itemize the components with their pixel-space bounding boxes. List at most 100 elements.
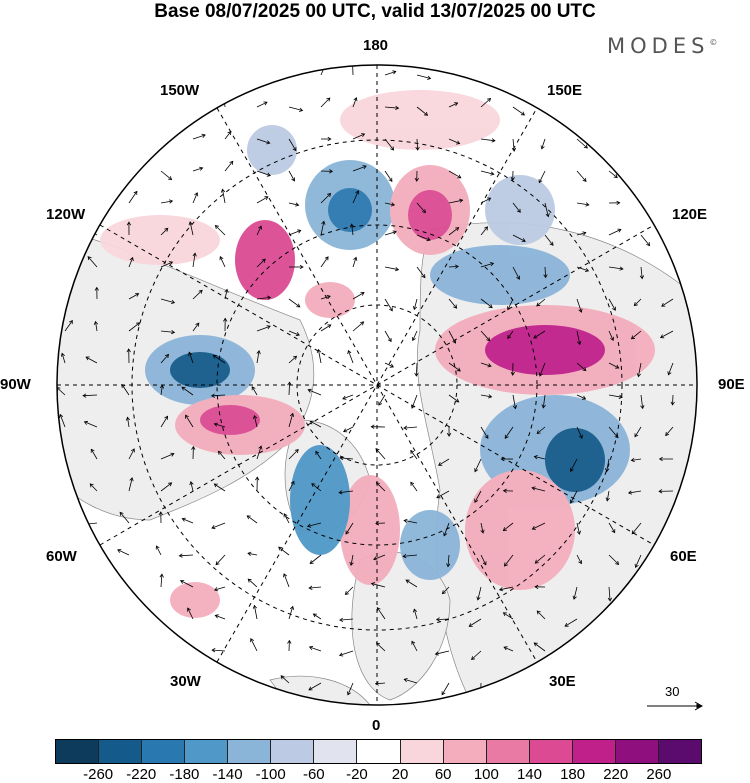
wind-vector-arrow bbox=[576, 138, 588, 149]
colorbar-segment bbox=[357, 740, 401, 763]
wind-vector-arrow bbox=[608, 229, 622, 236]
wind-vector-head bbox=[630, 457, 635, 463]
wind-vector-arrow bbox=[665, 426, 674, 436]
wind-vector-head bbox=[389, 363, 394, 368]
wind-vector-arrow bbox=[384, 71, 396, 76]
anomaly-blob bbox=[170, 582, 220, 618]
wind-vector-arrow bbox=[160, 385, 163, 396]
wind-vector-head bbox=[59, 413, 64, 419]
wind-vector-arrow bbox=[606, 490, 610, 501]
wind-vector-arrow bbox=[340, 457, 354, 460]
wind-vector-head bbox=[582, 177, 587, 182]
wind-vector-head bbox=[543, 274, 548, 279]
wind-vector-head bbox=[312, 613, 317, 618]
wind-vector-arrow bbox=[480, 426, 489, 439]
wind-vector-arrow bbox=[351, 224, 354, 236]
wind-vector-arrow bbox=[576, 232, 586, 236]
lon-label-120w: 120W bbox=[46, 206, 86, 223]
wind-vector-arrow bbox=[315, 451, 322, 460]
colorbar-tick-label: -220 bbox=[126, 766, 157, 783]
wind-vector-head bbox=[355, 190, 360, 195]
wind-vector-head bbox=[168, 176, 173, 181]
wind-vector-arrow bbox=[89, 483, 98, 492]
wind-vector-head bbox=[344, 590, 349, 596]
wind-vector-head bbox=[502, 527, 507, 532]
wind-vector-head bbox=[415, 146, 420, 151]
wind-vector-head bbox=[292, 147, 297, 152]
wind-vector-head bbox=[378, 401, 383, 406]
wind-vector-head bbox=[293, 355, 298, 360]
wind-vector-arrow bbox=[352, 165, 367, 172]
wind-vector-arrow bbox=[661, 298, 674, 307]
wind-vector-head bbox=[299, 264, 304, 270]
wind-vector-arrow bbox=[288, 106, 303, 111]
wind-vector-head bbox=[192, 252, 197, 257]
wind-vector-head bbox=[670, 401, 675, 406]
wind-vector-head bbox=[187, 607, 191, 612]
wind-vector-arrow bbox=[192, 192, 198, 204]
wind-vector-head bbox=[90, 448, 95, 453]
wind-vector-arrow bbox=[436, 618, 450, 620]
wind-vector-head bbox=[308, 645, 314, 650]
wind-vector-head bbox=[223, 317, 228, 322]
wind-vector-head bbox=[339, 617, 344, 623]
wind-vector-head bbox=[287, 639, 292, 644]
wind-vector-arrow bbox=[448, 102, 458, 108]
meridian-30 bbox=[216, 107, 538, 663]
wind-vector-head bbox=[502, 488, 507, 493]
wind-vector-head bbox=[295, 202, 300, 207]
wind-vector-arrow bbox=[219, 256, 226, 268]
wind-vector-head bbox=[564, 622, 569, 627]
wind-vector-head bbox=[309, 560, 314, 564]
wind-vector-head bbox=[264, 196, 269, 201]
wind-vector-head bbox=[93, 320, 99, 325]
wind-vector-head bbox=[538, 372, 543, 377]
wind-vector-arrow bbox=[535, 554, 546, 564]
wind-vector-head bbox=[572, 595, 577, 600]
wind-vector-arrow bbox=[480, 330, 490, 341]
lon-label-120e: 120E bbox=[672, 206, 708, 223]
wind-vector-head bbox=[168, 199, 174, 204]
reference-vector: 30 bbox=[645, 684, 705, 714]
wind-vector-head bbox=[252, 414, 258, 420]
colorbar-segment bbox=[142, 740, 186, 763]
wind-vector-arrow bbox=[247, 578, 258, 588]
wind-vector-head bbox=[578, 560, 582, 565]
wind-vector-head bbox=[297, 229, 302, 234]
wind-vector-arrow bbox=[660, 330, 674, 338]
wind-vector-head bbox=[360, 292, 365, 296]
wind-vector-head bbox=[294, 449, 299, 454]
wind-vector-arrow bbox=[288, 449, 299, 460]
wind-vector-arrow bbox=[640, 394, 644, 409]
brand-text: MODES bbox=[607, 34, 710, 58]
wind-vector-head bbox=[219, 255, 224, 261]
wind-vector-head bbox=[484, 226, 488, 231]
wind-vector-head bbox=[536, 610, 541, 615]
wind-vector-arrow bbox=[634, 298, 642, 306]
wind-vector-head bbox=[455, 398, 460, 403]
colorbar-segment bbox=[443, 740, 487, 763]
wind-vector-arrow bbox=[536, 426, 546, 434]
wind-vector-head bbox=[375, 448, 380, 453]
wind-vector-head bbox=[633, 302, 638, 307]
wind-vector-arrow bbox=[256, 258, 266, 268]
wind-vector-head bbox=[446, 563, 451, 568]
wind-vector-head bbox=[402, 553, 407, 559]
wind-vector-head bbox=[498, 587, 504, 592]
wind-vectors bbox=[57, 65, 675, 696]
colorbar-segment bbox=[615, 740, 659, 763]
wind-vector-head bbox=[343, 428, 348, 433]
wind-vector-head bbox=[83, 521, 88, 527]
wind-vector-arrow bbox=[640, 266, 643, 279]
wind-vector-arrow bbox=[211, 394, 226, 397]
colorbar-tick-label: -180 bbox=[169, 766, 200, 783]
map-title: Base 08/07/2025 00 UTC, valid 13/07/2025… bbox=[154, 1, 596, 22]
wind-vector-arrow bbox=[480, 262, 494, 268]
wind-vector-arrow bbox=[350, 554, 354, 566]
wind-vector-arrow bbox=[576, 394, 586, 400]
wind-vector-head bbox=[220, 188, 226, 193]
wind-vector-head bbox=[89, 483, 94, 488]
colorbar-tick-label: -260 bbox=[83, 766, 114, 783]
wind-vector-arrow bbox=[512, 202, 521, 213]
wind-vector-head bbox=[488, 394, 493, 399]
